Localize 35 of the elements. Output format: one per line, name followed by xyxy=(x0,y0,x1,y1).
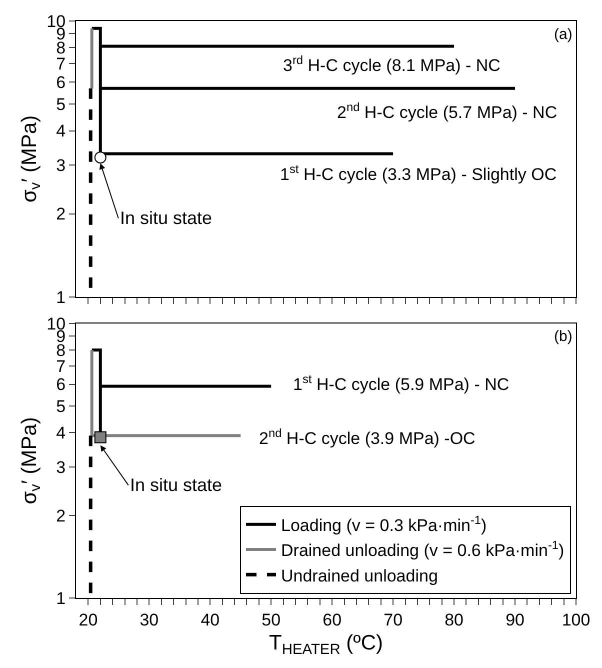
y-tick-label: 4 xyxy=(56,122,66,141)
annotation: (b) xyxy=(554,328,572,345)
y-tick-label: 6 xyxy=(56,375,66,394)
annotation: (a) xyxy=(554,26,572,43)
y-tick-label: 2 xyxy=(56,204,66,224)
x-tick-label: 60 xyxy=(322,610,342,630)
x-tick-label: 30 xyxy=(140,610,159,630)
y-tick-label: 1 xyxy=(56,288,66,307)
y-tick-label: 4 xyxy=(56,424,66,443)
legend-label: Loading (v = 0.3 kPa·min$^{-1}$) xyxy=(281,512,487,536)
y-tick-label: 3 xyxy=(56,156,66,176)
x-tick-label: 80 xyxy=(444,610,464,630)
legend-label: Drained unloading (v = 0.6 kPa·min$^{-1}$) xyxy=(281,538,564,560)
y-tick-label: 1 xyxy=(56,588,66,608)
x-tick-label: 20 xyxy=(78,610,98,630)
legend-label: Undrained unloading xyxy=(281,566,438,586)
annotation: 2$^{nd}$ H-C cycle (5.7 MPa) - NC xyxy=(337,100,558,122)
y-tick-label: 2 xyxy=(56,506,66,526)
annotation: 1$^{st}$ H-C cycle (3.3 MPa) - Slightly OC xyxy=(280,162,557,184)
annotation: 2$^{nd}$ H-C cycle (3.9 MPa) -OC xyxy=(259,426,476,448)
annotation: 3$^{rd}$ H-C cycle (8.1 MPa) - NC xyxy=(283,53,500,76)
x-tick-label: 70 xyxy=(384,610,403,630)
annotation: In situ state xyxy=(130,475,222,495)
x-tick-label: 50 xyxy=(262,610,281,630)
y-tick-label: 3 xyxy=(56,458,66,477)
x-tick-label: 40 xyxy=(200,610,220,630)
y-tick-label: 7 xyxy=(56,356,66,376)
x-tick-label: 90 xyxy=(506,610,524,630)
annotation: 1$^{st}$ H-C cycle (5.9 MPa) - NC xyxy=(293,372,510,394)
y-tick-label: 6 xyxy=(56,73,66,92)
x-axis-title: T$_{HEATER}$ (ºC) xyxy=(269,632,383,658)
annotation: In situ state xyxy=(120,208,212,228)
y-tick-label: 5 xyxy=(56,396,66,416)
x-tick-label: 100 xyxy=(562,610,590,630)
y-tick-label: 5 xyxy=(56,94,66,114)
